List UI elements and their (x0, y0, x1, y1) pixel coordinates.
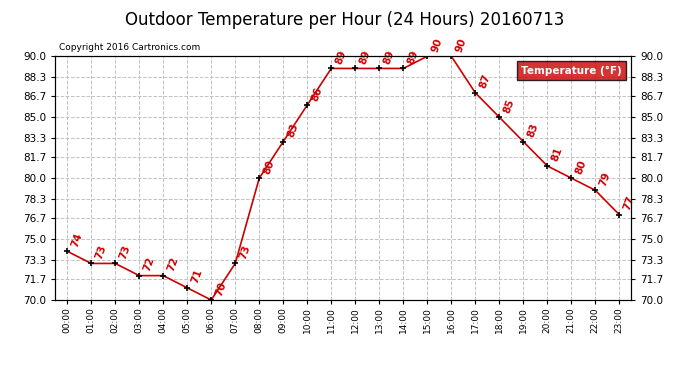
Text: 73: 73 (238, 243, 253, 261)
Text: 73: 73 (118, 243, 132, 261)
Text: 89: 89 (406, 49, 420, 66)
Text: 73: 73 (94, 243, 108, 261)
Text: 90: 90 (430, 36, 444, 54)
Text: 81: 81 (550, 146, 564, 163)
Text: 79: 79 (598, 171, 613, 188)
Text: 86: 86 (310, 85, 324, 102)
Text: 87: 87 (478, 73, 493, 90)
Text: 89: 89 (382, 49, 396, 66)
Text: 72: 72 (142, 256, 157, 273)
Text: 77: 77 (622, 195, 637, 212)
Text: 83: 83 (286, 122, 300, 139)
Text: 72: 72 (166, 256, 180, 273)
Text: 83: 83 (526, 122, 540, 139)
Text: 71: 71 (190, 268, 204, 285)
Text: 89: 89 (358, 49, 373, 66)
Text: Outdoor Temperature per Hour (24 Hours) 20160713: Outdoor Temperature per Hour (24 Hours) … (126, 11, 564, 29)
Text: 80: 80 (574, 158, 589, 176)
Text: 90: 90 (454, 36, 469, 54)
Text: 85: 85 (502, 98, 516, 114)
Text: 89: 89 (334, 49, 348, 66)
Text: Copyright 2016 Cartronics.com: Copyright 2016 Cartronics.com (59, 43, 200, 52)
Legend: Temperature (°F): Temperature (°F) (517, 62, 626, 80)
Text: 74: 74 (70, 231, 84, 249)
Text: 70: 70 (214, 280, 228, 297)
Text: 80: 80 (262, 158, 277, 176)
